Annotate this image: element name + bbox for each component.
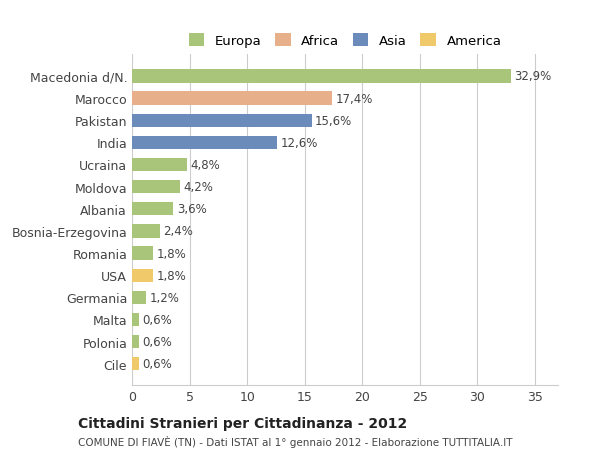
Text: 2,4%: 2,4% <box>163 225 193 238</box>
Text: COMUNE DI FIAVÈ (TN) - Dati ISTAT al 1° gennaio 2012 - Elaborazione TUTTITALIA.I: COMUNE DI FIAVÈ (TN) - Dati ISTAT al 1° … <box>78 435 512 447</box>
Bar <box>132 92 332 106</box>
Bar <box>132 335 139 348</box>
Text: 0,6%: 0,6% <box>142 358 172 370</box>
Bar <box>132 180 181 194</box>
Text: 17,4%: 17,4% <box>336 92 373 105</box>
Text: 1,8%: 1,8% <box>156 269 186 282</box>
Text: 0,6%: 0,6% <box>142 313 172 326</box>
Bar <box>132 269 153 282</box>
Text: 3,6%: 3,6% <box>177 203 206 216</box>
Bar <box>132 158 187 172</box>
Bar <box>132 291 146 304</box>
Bar <box>132 357 139 370</box>
Text: 1,8%: 1,8% <box>156 247 186 260</box>
Bar <box>132 313 139 326</box>
Bar <box>132 225 160 238</box>
Text: 15,6%: 15,6% <box>315 114 352 128</box>
Bar <box>132 202 173 216</box>
Bar <box>132 247 153 260</box>
Text: 4,2%: 4,2% <box>184 181 214 194</box>
Bar <box>132 136 277 150</box>
Legend: Europa, Africa, Asia, America: Europa, Africa, Asia, America <box>183 28 507 53</box>
Bar <box>132 70 511 84</box>
Text: 1,2%: 1,2% <box>149 291 179 304</box>
Text: 0,6%: 0,6% <box>142 336 172 348</box>
Text: 4,8%: 4,8% <box>191 159 220 172</box>
Text: Cittadini Stranieri per Cittadinanza - 2012: Cittadini Stranieri per Cittadinanza - 2… <box>78 416 407 430</box>
Bar <box>132 114 311 128</box>
Text: 12,6%: 12,6% <box>281 136 318 150</box>
Text: 32,9%: 32,9% <box>514 70 551 83</box>
